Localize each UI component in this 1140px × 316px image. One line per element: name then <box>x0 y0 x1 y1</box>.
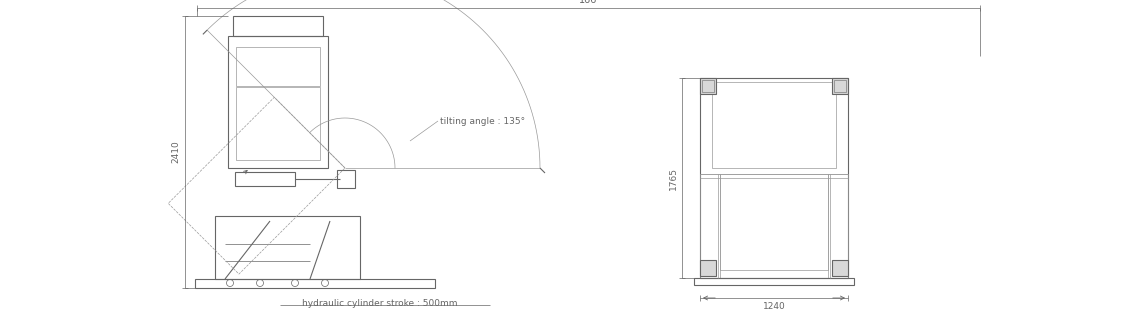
Text: tilting angle : 135°: tilting angle : 135° <box>440 117 526 125</box>
Bar <box>828 174 848 278</box>
Bar <box>834 80 846 92</box>
Bar <box>700 174 720 278</box>
Text: 2410: 2410 <box>171 141 180 163</box>
Text: 166: 166 <box>579 0 597 5</box>
Text: 1765: 1765 <box>669 167 678 190</box>
Bar <box>700 78 716 94</box>
Bar <box>235 172 295 186</box>
Text: 1240: 1240 <box>763 302 785 311</box>
Bar <box>702 80 714 92</box>
Bar <box>720 174 828 270</box>
Bar <box>233 16 323 36</box>
Bar <box>236 46 320 86</box>
Bar <box>195 279 435 288</box>
Text: hydraulic cylinder stroke : 500mm: hydraulic cylinder stroke : 500mm <box>302 299 458 307</box>
Bar <box>236 88 320 160</box>
Bar <box>700 78 848 278</box>
Bar <box>215 216 360 279</box>
Bar <box>337 170 355 188</box>
Bar <box>700 260 716 276</box>
Bar <box>228 36 328 168</box>
Bar <box>832 260 848 276</box>
Bar <box>832 78 848 94</box>
Bar <box>694 278 854 285</box>
Bar <box>712 82 836 168</box>
